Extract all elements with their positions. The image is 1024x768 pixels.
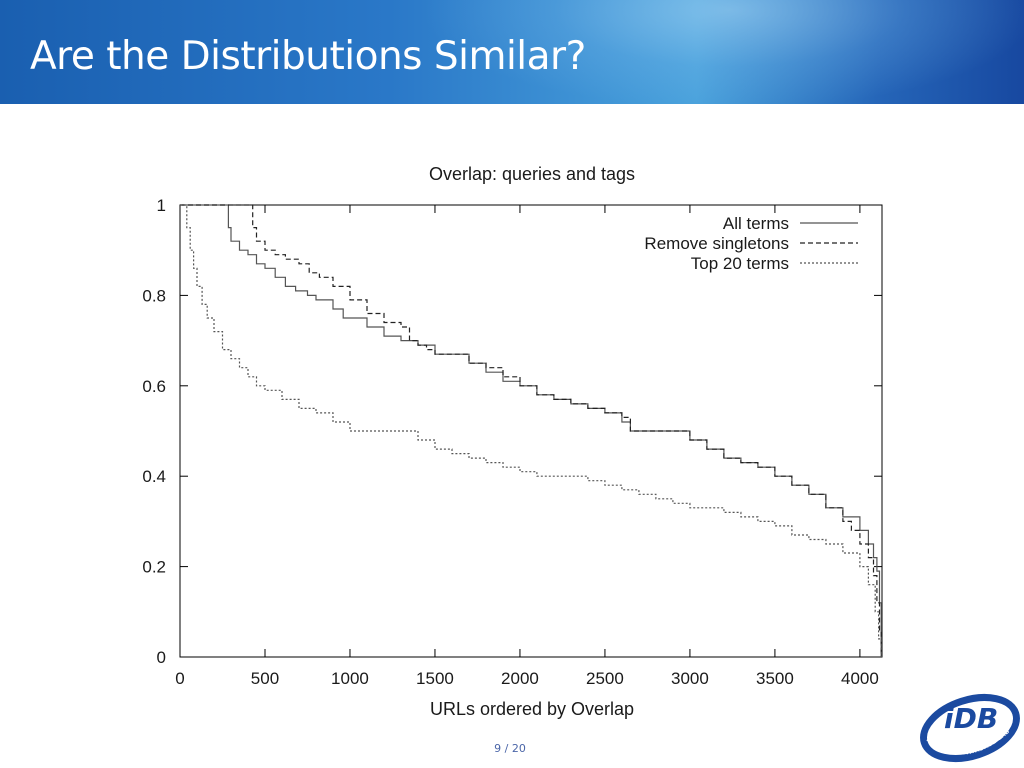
x-axis-label: URLs ordered by Overlap [430, 699, 634, 719]
slide-title: Are the Distributions Similar? [30, 34, 586, 79]
x-tick-label: 0 [175, 669, 184, 688]
chart-title: Overlap: queries and tags [429, 164, 635, 184]
overlap-chart: Overlap: queries and tags 0 500 1000 1500 200… [142, 164, 883, 719]
x-tick-label: 500 [251, 669, 279, 688]
y-tick-label: 1 [157, 196, 166, 215]
plot-frame [179, 204, 883, 658]
legend-label-1: Remove singletons [644, 234, 789, 253]
y-tick-label: 0 [157, 648, 166, 667]
page-current: 9 [494, 742, 502, 755]
legend-label-2: Top 20 terms [691, 254, 789, 273]
legend-label-0: All terms [723, 214, 789, 233]
logo-ring [920, 694, 1020, 762]
slide-header: Are the Distributions Similar? [0, 0, 1024, 104]
x-tick-label: 2000 [501, 669, 539, 688]
y-tick-label: 0.6 [142, 377, 166, 396]
x-tick-label: 3000 [671, 669, 709, 688]
x-tick-label: 1500 [416, 669, 454, 688]
logo-ring-inner [928, 701, 1012, 755]
y-tick-label: 0.4 [142, 467, 166, 486]
x-tick-label: 2500 [586, 669, 624, 688]
logo-mark: iDB [944, 702, 998, 735]
idb-logo: iDB INTERNET DATABASE LAB [920, 694, 1020, 762]
x-tick-label: 1000 [331, 669, 369, 688]
page-number: 9 / 20 [470, 742, 550, 755]
y-tick-label: 0.2 [142, 558, 166, 577]
x-tick-label: 3500 [756, 669, 794, 688]
series-line-2 [180, 204, 882, 657]
series-line-1 [180, 204, 882, 657]
y-tick-label: 0.8 [142, 286, 166, 305]
page-separator: / [504, 742, 509, 755]
page-total: 20 [511, 742, 526, 755]
x-tick-label: 4000 [841, 669, 879, 688]
